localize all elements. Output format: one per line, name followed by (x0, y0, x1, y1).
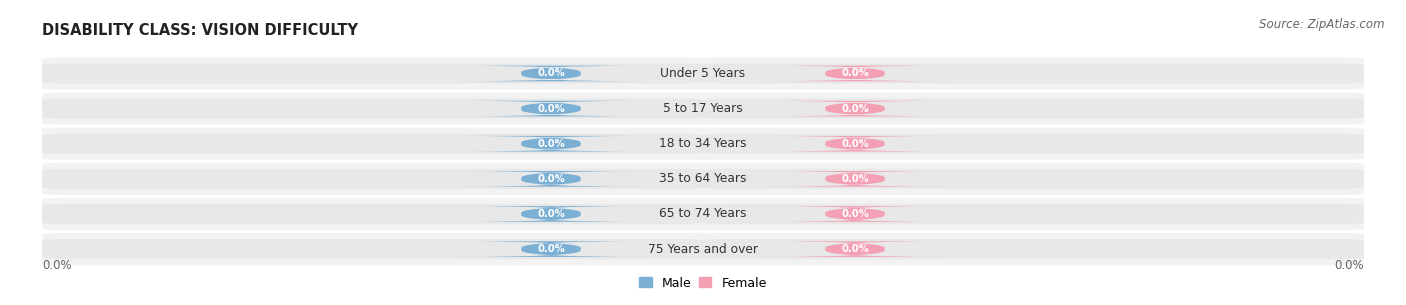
FancyBboxPatch shape (42, 57, 1364, 90)
Text: 0.0%: 0.0% (42, 260, 72, 272)
FancyBboxPatch shape (703, 99, 1364, 119)
Text: 0.0%: 0.0% (841, 139, 869, 149)
Text: 0.0%: 0.0% (841, 69, 869, 78)
FancyBboxPatch shape (457, 241, 645, 257)
Text: 0.0%: 0.0% (841, 104, 869, 113)
FancyBboxPatch shape (42, 99, 703, 119)
Text: 0.0%: 0.0% (841, 244, 869, 254)
Text: 0.0%: 0.0% (1334, 260, 1364, 272)
Text: 5 to 17 Years: 5 to 17 Years (664, 102, 742, 115)
Text: 0.0%: 0.0% (537, 209, 565, 219)
Text: 0.0%: 0.0% (537, 139, 565, 149)
FancyBboxPatch shape (761, 171, 949, 187)
Text: 65 to 74 Years: 65 to 74 Years (659, 207, 747, 221)
Text: 0.0%: 0.0% (537, 244, 565, 254)
Legend: Male, Female: Male, Female (634, 271, 772, 295)
Text: 0.0%: 0.0% (537, 69, 565, 78)
FancyBboxPatch shape (703, 239, 1364, 259)
FancyBboxPatch shape (42, 163, 1364, 195)
FancyBboxPatch shape (761, 66, 949, 81)
FancyBboxPatch shape (457, 206, 645, 222)
Text: DISABILITY CLASS: VISION DIFFICULTY: DISABILITY CLASS: VISION DIFFICULTY (42, 23, 359, 38)
FancyBboxPatch shape (42, 198, 1364, 230)
FancyBboxPatch shape (457, 66, 645, 81)
FancyBboxPatch shape (457, 101, 645, 117)
FancyBboxPatch shape (761, 136, 949, 152)
Text: 75 Years and over: 75 Years and over (648, 242, 758, 256)
Text: 0.0%: 0.0% (537, 104, 565, 113)
Text: Under 5 Years: Under 5 Years (661, 67, 745, 80)
FancyBboxPatch shape (703, 63, 1364, 84)
FancyBboxPatch shape (42, 63, 703, 84)
Text: 0.0%: 0.0% (537, 174, 565, 184)
FancyBboxPatch shape (761, 101, 949, 117)
FancyBboxPatch shape (703, 134, 1364, 154)
FancyBboxPatch shape (761, 206, 949, 222)
FancyBboxPatch shape (703, 204, 1364, 224)
FancyBboxPatch shape (42, 92, 1364, 125)
Text: 0.0%: 0.0% (841, 209, 869, 219)
FancyBboxPatch shape (457, 171, 645, 187)
FancyBboxPatch shape (457, 136, 645, 152)
Text: Source: ZipAtlas.com: Source: ZipAtlas.com (1260, 18, 1385, 31)
FancyBboxPatch shape (42, 134, 703, 154)
FancyBboxPatch shape (761, 241, 949, 257)
FancyBboxPatch shape (42, 239, 703, 259)
Text: 18 to 34 Years: 18 to 34 Years (659, 137, 747, 150)
FancyBboxPatch shape (42, 233, 1364, 265)
Text: 35 to 64 Years: 35 to 64 Years (659, 172, 747, 185)
Text: 0.0%: 0.0% (841, 174, 869, 184)
FancyBboxPatch shape (42, 169, 703, 189)
FancyBboxPatch shape (42, 127, 1364, 160)
FancyBboxPatch shape (42, 204, 703, 224)
FancyBboxPatch shape (703, 169, 1364, 189)
